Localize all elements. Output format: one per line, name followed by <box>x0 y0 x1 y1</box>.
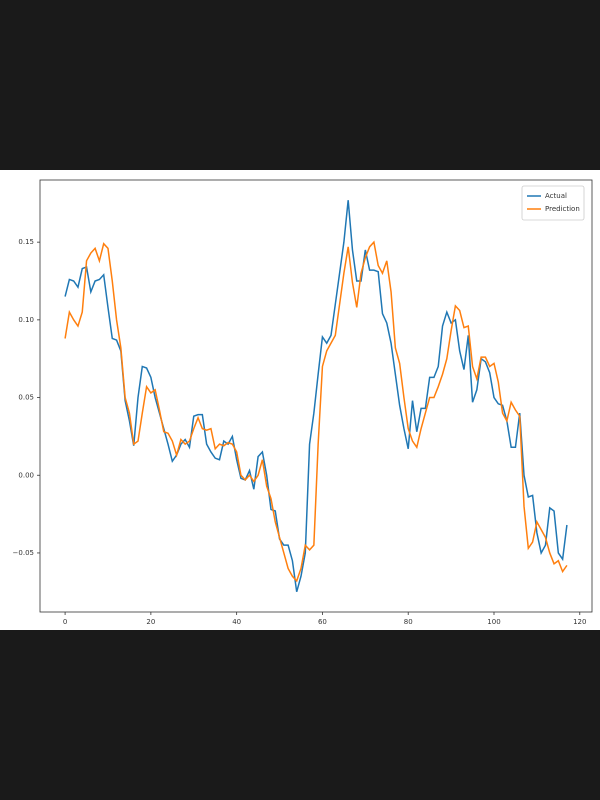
line-series <box>64 240 568 583</box>
x-tick-label: 60 <box>318 618 327 626</box>
figure <box>0 170 600 630</box>
x-tick-label: 20 <box>146 618 155 626</box>
axes-frame <box>39 179 593 613</box>
x-tick-label: 120 <box>573 618 586 626</box>
line-series <box>64 200 568 592</box>
legend-label: Prediction <box>545 205 580 213</box>
legend-label: Actual <box>545 192 567 200</box>
legend-box <box>521 185 585 221</box>
y-tick-label: −0.05 <box>13 549 34 557</box>
y-tick-label: 0.05 <box>18 394 34 402</box>
y-tick-label: 0.00 <box>18 471 34 479</box>
x-tick-label: 100 <box>487 618 500 626</box>
y-tick-label: 0.10 <box>18 316 34 324</box>
x-tick-label: 80 <box>404 618 413 626</box>
x-tick-label: 0 <box>63 618 67 626</box>
y-tick-label: 0.15 <box>18 238 34 246</box>
x-tick-label: 40 <box>232 618 241 626</box>
